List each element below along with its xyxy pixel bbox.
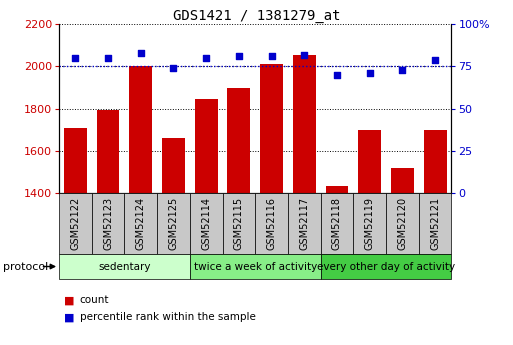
Bar xyxy=(288,193,321,254)
Bar xyxy=(353,193,386,254)
Bar xyxy=(92,193,125,254)
Bar xyxy=(358,130,381,193)
Bar xyxy=(190,254,321,279)
Text: GSM52116: GSM52116 xyxy=(267,197,277,250)
Point xyxy=(431,57,439,62)
Bar xyxy=(162,138,185,193)
Bar xyxy=(419,193,451,254)
Point xyxy=(300,52,308,57)
Text: GSM52124: GSM52124 xyxy=(136,197,146,250)
Bar xyxy=(59,254,190,279)
Text: GSM52120: GSM52120 xyxy=(398,197,407,250)
Text: GSM52118: GSM52118 xyxy=(332,197,342,250)
Point xyxy=(169,65,177,71)
Bar xyxy=(255,193,288,254)
Text: GSM52117: GSM52117 xyxy=(299,197,309,250)
Bar xyxy=(96,110,120,193)
Point xyxy=(366,70,374,76)
Text: twice a week of activity: twice a week of activity xyxy=(193,262,317,272)
Bar xyxy=(190,193,223,254)
Text: ■: ■ xyxy=(64,295,74,305)
Bar xyxy=(293,55,315,193)
Point xyxy=(202,55,210,61)
Bar xyxy=(227,88,250,193)
Text: ■: ■ xyxy=(64,313,74,322)
Point xyxy=(104,55,112,61)
Text: GSM52123: GSM52123 xyxy=(103,197,113,250)
Text: GDS1421 / 1381279_at: GDS1421 / 1381279_at xyxy=(173,9,340,23)
Point xyxy=(71,55,80,61)
Text: sedentary: sedentary xyxy=(98,262,151,272)
Bar xyxy=(157,193,190,254)
Bar xyxy=(64,128,87,193)
Text: GSM52122: GSM52122 xyxy=(70,197,81,250)
Bar xyxy=(129,66,152,193)
Bar xyxy=(124,193,157,254)
Text: GSM52121: GSM52121 xyxy=(430,197,440,250)
Bar xyxy=(59,193,92,254)
Bar xyxy=(195,99,218,193)
Point xyxy=(136,50,145,56)
Text: GSM52125: GSM52125 xyxy=(168,197,179,250)
Bar xyxy=(326,186,348,193)
Bar xyxy=(424,130,446,193)
Text: GSM52115: GSM52115 xyxy=(234,197,244,250)
Bar xyxy=(386,193,419,254)
Point xyxy=(333,72,341,78)
Text: GSM52114: GSM52114 xyxy=(201,197,211,250)
Text: protocol: protocol xyxy=(3,262,48,272)
Text: every other day of activity: every other day of activity xyxy=(317,262,455,272)
Text: percentile rank within the sample: percentile rank within the sample xyxy=(80,313,255,322)
Point xyxy=(235,53,243,59)
Bar xyxy=(391,168,414,193)
Bar xyxy=(223,193,255,254)
Text: count: count xyxy=(80,295,109,305)
Bar xyxy=(260,64,283,193)
Bar xyxy=(321,254,451,279)
Point xyxy=(267,53,275,59)
Text: GSM52119: GSM52119 xyxy=(365,197,374,250)
Point xyxy=(398,67,406,72)
Bar xyxy=(321,193,353,254)
